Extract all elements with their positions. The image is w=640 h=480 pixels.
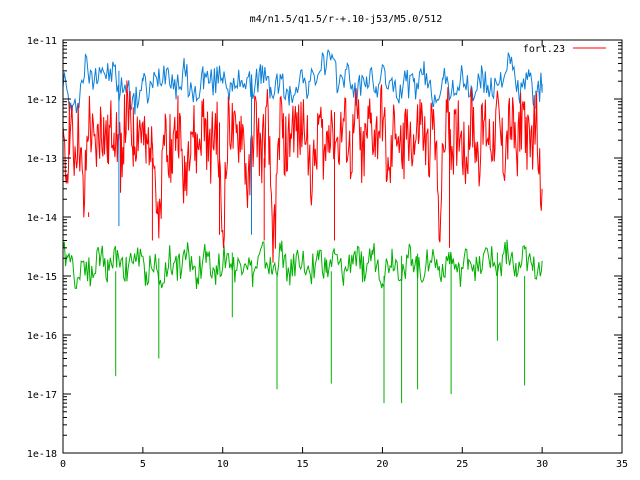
axes-layer: 0 5 10 15 20 25 30 35 1e-18 1e-17 1e-16 1e-15 1e-14 1… <box>27 36 628 470</box>
y-tick-label-1: 1e-17 <box>27 390 57 401</box>
x-tick-label-0: 0 <box>60 459 66 470</box>
y-tick-label-3: 1e-15 <box>27 272 57 283</box>
y-tick-label-0: 1e-18 <box>27 449 57 460</box>
chart-title: m4/n1.5/q1.5/r-+.10-j53/M5.0/512 <box>250 14 443 25</box>
plot-frame <box>62 39 623 454</box>
y-tick-label-4: 1e-14 <box>27 213 57 224</box>
legend-label-fort23: fort.23 <box>523 44 565 55</box>
y-tick-label-7: 1e-11 <box>27 36 57 47</box>
x-tick-label-2: 10 <box>217 459 229 470</box>
legend: fort.23 <box>523 44 606 55</box>
x-tick-label-7: 35 <box>616 459 628 470</box>
x-tick-label-1: 5 <box>140 459 146 470</box>
x-tick-label-4: 20 <box>376 459 388 470</box>
y-tick-label-5: 1e-13 <box>27 154 57 165</box>
series-line-0 <box>62 48 543 115</box>
series-layer <box>62 48 543 404</box>
series-line-2 <box>62 239 543 290</box>
x-tick-label-5: 25 <box>456 459 468 470</box>
y-tick-label-6: 1e-12 <box>27 95 57 106</box>
x-tick-label-6: 30 <box>536 459 548 470</box>
series-line-1 <box>62 80 543 263</box>
y-tick-label-2: 1e-16 <box>27 331 57 342</box>
x-tick-label-3: 15 <box>297 459 309 470</box>
